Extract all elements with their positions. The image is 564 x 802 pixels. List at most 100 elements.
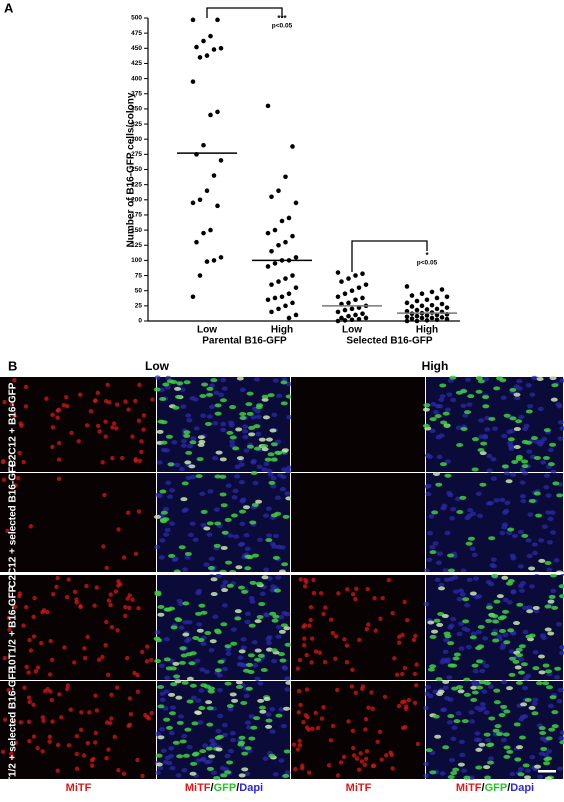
mitf-nucleus [84, 583, 89, 589]
nucleus [541, 524, 548, 529]
gfp-cell [457, 762, 465, 767]
data-point [434, 306, 440, 312]
gfp-cell [174, 679, 182, 684]
gfp-cell [475, 389, 483, 394]
gfp-cell [239, 415, 247, 420]
nucleus [509, 771, 516, 777]
gfp-cell [242, 505, 250, 510]
mitf-nucleus [127, 696, 133, 701]
nucleus [276, 393, 283, 399]
nucleus [450, 736, 457, 742]
gfp-cell [429, 417, 437, 422]
nucleus [553, 558, 560, 563]
gfp-cell [558, 594, 564, 599]
nucleus [169, 521, 176, 526]
nucleus [192, 397, 199, 402]
nucleus [160, 748, 167, 753]
nucleus [468, 775, 475, 780]
mitf-nucleus [350, 592, 356, 597]
nucleus [159, 691, 166, 696]
nucleus [190, 436, 197, 441]
mitf-nucleus [136, 605, 141, 611]
data-point [215, 203, 220, 209]
gfp-cell [515, 456, 523, 461]
gfp-cell [522, 763, 530, 768]
gfp-cell [195, 474, 203, 479]
mitf-nucleus [133, 458, 138, 463]
gfp-cell [204, 421, 212, 426]
gfp-cell [506, 686, 514, 691]
mitf-nucleus [54, 584, 59, 590]
gfp-cell [447, 553, 455, 558]
mitf-nucleus [318, 590, 324, 596]
nucleus [487, 684, 494, 689]
mitf-nucleus [392, 656, 397, 661]
nucleus [434, 403, 441, 409]
gfp-cell [283, 706, 291, 711]
gfp-cell [219, 398, 227, 403]
data-point [272, 227, 278, 233]
nucleus [522, 470, 529, 476]
gfp-cell [559, 740, 564, 745]
nucleus [286, 381, 293, 387]
nucleus [532, 649, 539, 655]
nucleus [242, 424, 249, 429]
nucleus [448, 623, 455, 628]
gfp-cell [206, 706, 214, 711]
gfp-cell [551, 605, 559, 610]
gfp-cell [220, 503, 228, 508]
mitf-nucleus [139, 649, 145, 655]
gfp-cell [210, 378, 218, 383]
nucleus [486, 468, 493, 473]
gfp-cell [170, 625, 178, 630]
micrograph [423, 470, 564, 576]
mitf-nucleus [95, 390, 101, 396]
gfp-cell [265, 437, 273, 442]
data-point [424, 313, 430, 318]
mitf-nucleus [297, 657, 303, 663]
gfp-cell [173, 674, 181, 679]
mitf-nucleus [354, 756, 360, 761]
gfp-cell [542, 663, 550, 668]
stain-part: GFP [485, 782, 508, 794]
mitf-nucleus [333, 656, 338, 661]
nucleus [453, 589, 460, 594]
gfp-cell [544, 627, 552, 632]
data-point [293, 200, 299, 206]
mitf-nucleus [84, 423, 90, 428]
mitf-nucleus [94, 708, 100, 713]
nucleus [202, 743, 209, 748]
gfp-cell [200, 610, 208, 615]
nucleus [438, 397, 445, 402]
nucleus [225, 483, 232, 488]
gfp-cell [440, 420, 448, 425]
nucleus [255, 414, 262, 420]
gfp-cell [543, 428, 551, 433]
gfp-cell [447, 568, 455, 573]
nucleus [238, 462, 245, 467]
nucleus [220, 427, 227, 433]
data-point [276, 188, 281, 194]
nucleus [429, 544, 436, 550]
nucleus [559, 645, 564, 650]
mitf-nucleus [113, 589, 119, 594]
gfp-cell [485, 618, 493, 623]
gfp-cell [157, 735, 165, 740]
nucleus [284, 770, 291, 775]
nucleus [502, 597, 509, 603]
nucleus [181, 733, 188, 739]
y-tick-label: 100 [131, 257, 142, 264]
nucleus [476, 594, 483, 599]
nucleus [432, 541, 439, 546]
gfp-cell [509, 416, 517, 421]
gfp-cell [165, 725, 173, 730]
gfp-cell [246, 555, 254, 560]
gfp-cell [513, 392, 521, 397]
gfp-cell [532, 666, 540, 671]
mitf-nucleus [104, 720, 110, 725]
nucleus [472, 668, 479, 674]
data-point [419, 291, 425, 297]
gfp-cell [221, 530, 229, 535]
nucleus [517, 529, 524, 535]
stain-label: MiTF/GFP/Dapi [456, 782, 534, 794]
